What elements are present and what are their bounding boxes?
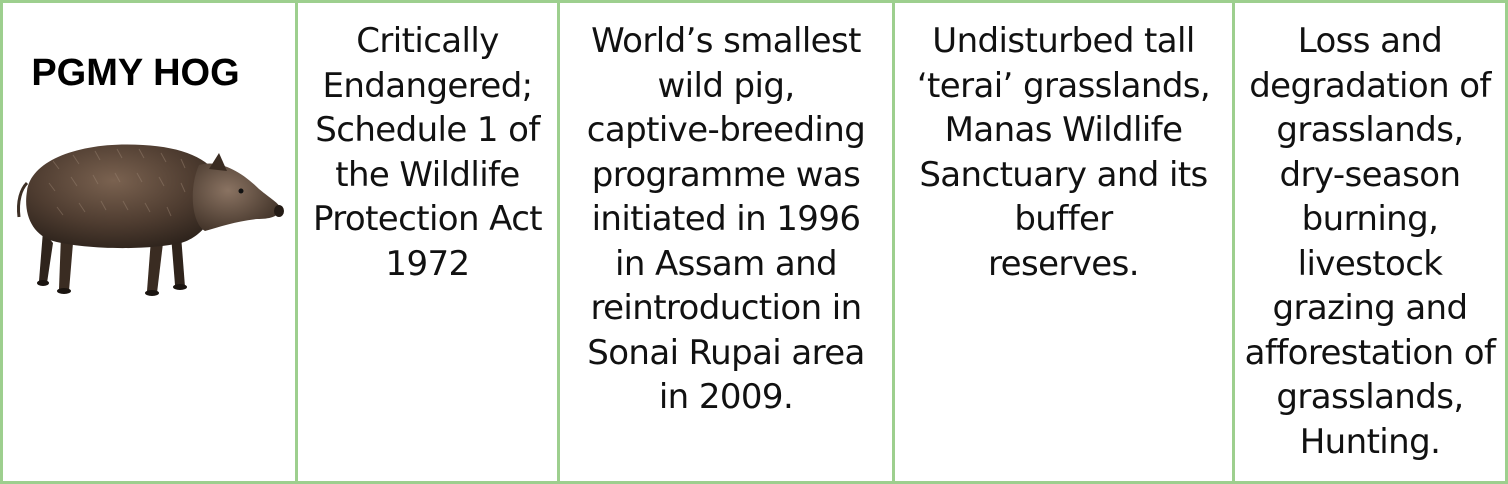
animal-name: PGMY HOG (31, 52, 240, 94)
status-cell: Critically Endangered; Schedule 1 of the… (298, 3, 560, 481)
threats-cell: Loss and degradation of grasslands, dry-… (1244, 21, 1496, 462)
habitat-cell: Undisturbed tall ‘terai’ grasslands, Man… (895, 3, 1235, 481)
features-cell: World’s smallest wild pig, captive-breed… (560, 3, 895, 481)
pygmy-hog-icon (17, 144, 284, 296)
animal-cell: PGMY HOG (3, 3, 298, 481)
